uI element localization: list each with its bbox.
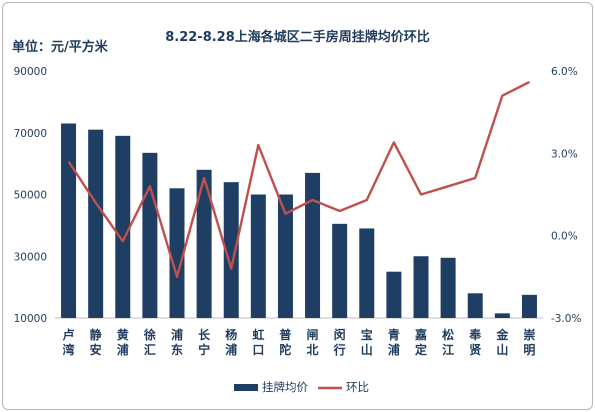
line-series — [67, 80, 530, 278]
bar — [61, 123, 77, 318]
x-tick-label: 黄浦 — [117, 327, 129, 357]
y-left-tick-label: 30000 — [14, 251, 47, 263]
bar — [115, 135, 131, 318]
x-tick-label: 宝山 — [361, 327, 373, 357]
bar — [494, 313, 510, 318]
y-left-tick-label: 90000 — [14, 66, 47, 78]
legend-swatch-bar — [234, 384, 258, 391]
x-tick-label: 闸北 — [307, 327, 319, 357]
y-right-tick-label: -3.0% — [551, 313, 581, 325]
bar — [169, 188, 185, 318]
bar — [196, 169, 212, 318]
bar — [250, 194, 266, 318]
legend-label-bar: 挂牌均价 — [262, 380, 308, 394]
y-left-tick-label: 70000 — [14, 128, 47, 140]
bar — [332, 223, 348, 318]
series-line-环比 — [67, 80, 530, 278]
x-tick-label: 松江 — [442, 327, 454, 357]
x-tick-label: 杨浦 — [225, 327, 237, 357]
unit-label: 单位：元/平方米 — [12, 40, 108, 55]
x-tick-label: 卢湾 — [63, 327, 75, 357]
x-tick-label: 长宁 — [198, 327, 211, 357]
x-tick-label: 浦东 — [171, 327, 183, 357]
bars — [61, 123, 537, 318]
bar — [305, 172, 321, 318]
x-tick-label: 普陀 — [279, 327, 291, 357]
labels: 10000 30000 50000 70000 90000 -3.0% 0.0% 3.0% 6.… — [14, 66, 582, 357]
bar — [142, 152, 158, 318]
chart-title: 8.22-8.28上海各城区二手房周挂牌均价环比 — [165, 30, 430, 45]
bar — [386, 271, 402, 318]
bar — [88, 129, 104, 318]
x-tick-label: 静安 — [90, 327, 102, 357]
x-tick-label: 嘉定 — [414, 327, 427, 357]
legend: 挂牌均价 环比 — [234, 380, 369, 394]
bar — [277, 194, 293, 318]
bar — [413, 256, 429, 318]
legend-label-line: 环比 — [346, 380, 369, 394]
bar — [223, 182, 239, 318]
bar — [467, 293, 483, 318]
y-right-tick-label: 3.0% — [551, 148, 578, 160]
bar — [521, 294, 537, 318]
x-tick-label: 闵行 — [333, 327, 346, 357]
bar — [440, 257, 456, 318]
x-tick-label: 奉贤 — [468, 327, 482, 357]
y-left-tick-label: 50000 — [14, 190, 47, 202]
x-tick-label: 金山 — [495, 327, 509, 357]
x-tick-label: 虹口 — [252, 327, 264, 357]
x-tick-label: 徐汇 — [143, 327, 156, 357]
bar — [359, 228, 375, 318]
y-right-tick-label: 0.0% — [551, 231, 578, 243]
x-tick-label: 青浦 — [388, 327, 400, 357]
y-right-tick-label: 6.0% — [551, 66, 578, 78]
y-left-tick-label: 10000 — [14, 313, 47, 325]
x-tick-label: 崇明 — [523, 327, 535, 357]
